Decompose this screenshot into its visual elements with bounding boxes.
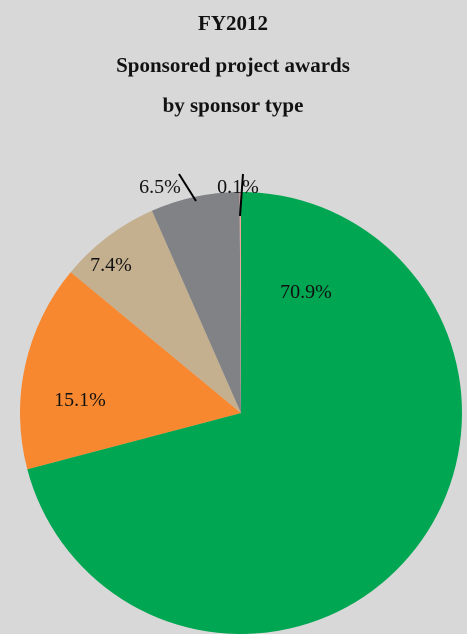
leader-line	[178, 173, 197, 202]
data-label: 70.9%	[280, 281, 332, 303]
data-label: 15.1%	[54, 389, 106, 411]
pie-slice	[27, 192, 463, 634]
chart-title: Sponsored project awards	[116, 53, 350, 77]
leader-line	[239, 173, 244, 217]
data-label: 0.1%	[217, 176, 259, 198]
pie-slice	[239, 192, 241, 413]
data-label: 6.5%	[139, 176, 181, 198]
pie-slice	[19, 272, 241, 470]
pie-slice	[70, 210, 241, 413]
chart-title: FY2012	[198, 11, 268, 35]
pie-slice	[151, 192, 241, 413]
chart-title: by sponsor type	[163, 93, 304, 117]
data-label: 7.4%	[90, 254, 132, 276]
